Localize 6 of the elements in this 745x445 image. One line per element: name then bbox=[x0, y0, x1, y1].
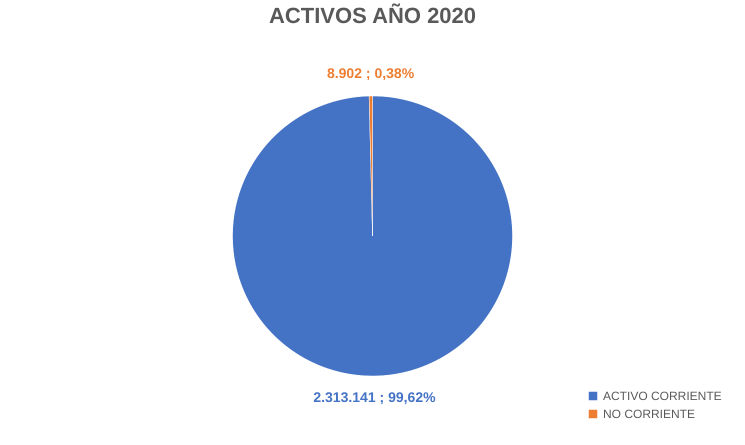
legend-label: ACTIVO CORRIENTE bbox=[603, 389, 722, 403]
pie-slice bbox=[232, 96, 513, 376]
legend-label: NO CORRIENTE bbox=[603, 407, 696, 421]
data-label: 8.902 ; 0,38% bbox=[326, 65, 415, 82]
chart-title: ACTIVOS AÑO 2020 bbox=[268, 3, 476, 28]
data-label: 2.313.141 ; 99,62% bbox=[313, 388, 436, 405]
